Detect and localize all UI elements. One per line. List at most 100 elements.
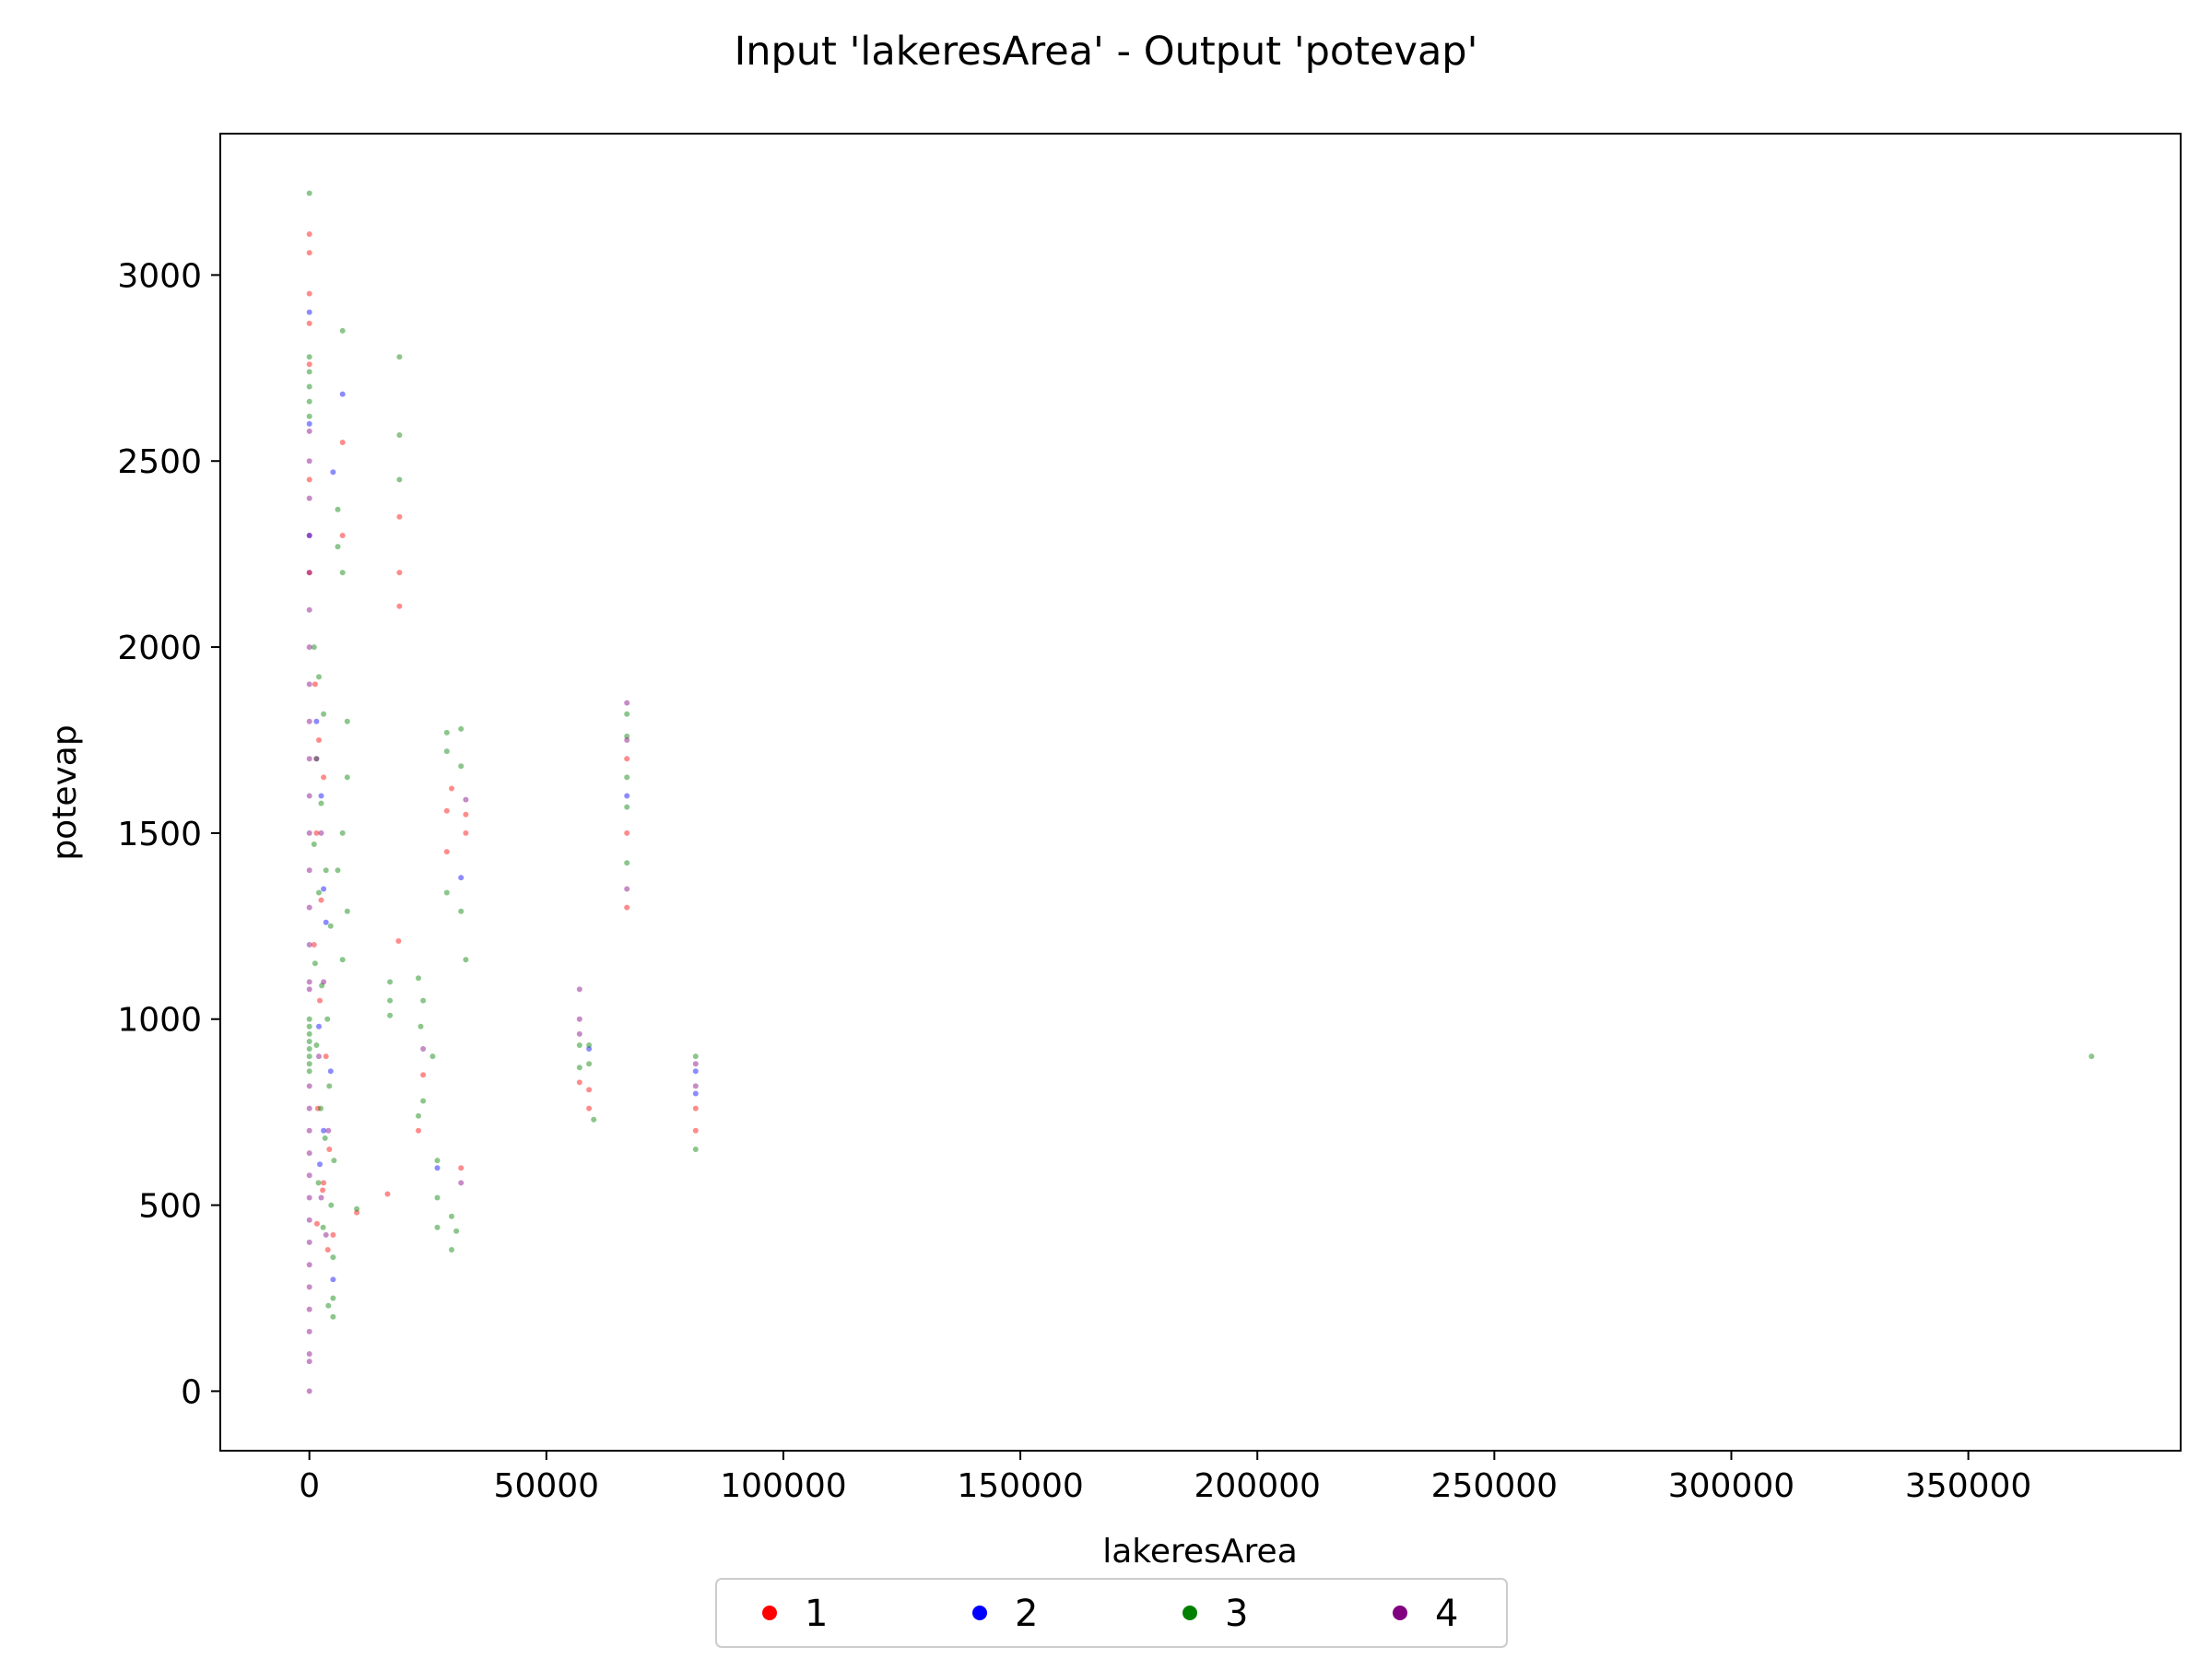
- data-point-series-4: [306, 570, 312, 576]
- data-point-series-3: [306, 1023, 312, 1030]
- data-point-series-1: [420, 1072, 427, 1078]
- data-point-series-3: [306, 1039, 312, 1044]
- data-point-series-3: [316, 889, 322, 896]
- data-point-series-3: [313, 756, 320, 762]
- legend-label-series-1: 1: [805, 1593, 828, 1635]
- data-point-series-3: [306, 383, 312, 390]
- legend-marker-series-4: [1393, 1606, 1407, 1620]
- data-point-series-3: [692, 1053, 699, 1060]
- data-point-series-3: [443, 748, 450, 755]
- data-point-series-1: [443, 849, 450, 855]
- data-point-series-3: [434, 1224, 441, 1230]
- data-point-series-4: [306, 979, 312, 985]
- data-point-series-3: [326, 1083, 333, 1089]
- data-point-series-3: [306, 1068, 312, 1075]
- data-point-series-1: [339, 533, 346, 538]
- data-point-series-2: [434, 1165, 441, 1171]
- data-point-series-1: [416, 1127, 421, 1134]
- data-point-series-3: [387, 979, 394, 985]
- data-point-series-2: [321, 1127, 327, 1134]
- data-point-series-3: [335, 544, 341, 550]
- data-point-series-2: [458, 875, 465, 881]
- data-point-series-1: [316, 737, 322, 743]
- data-point-series-1: [395, 938, 402, 944]
- x-tick-label: 100000: [720, 1467, 846, 1505]
- data-point-series-2: [586, 1046, 593, 1052]
- data-point-series-3: [416, 1112, 421, 1119]
- data-point-series-4: [306, 681, 312, 688]
- data-point-series-3: [463, 957, 469, 963]
- data-point-series-3: [443, 889, 450, 896]
- x-tick-label: 0: [299, 1467, 320, 1505]
- data-point-series-4: [306, 1105, 312, 1112]
- data-point-series-4: [624, 886, 630, 892]
- data-point-series-3: [429, 1053, 436, 1060]
- data-point-series-1: [313, 1220, 320, 1227]
- data-point-series-3: [443, 729, 450, 735]
- data-point-series-4: [318, 830, 324, 836]
- data-point-series-4: [306, 1359, 312, 1365]
- data-point-series-1: [318, 897, 324, 903]
- data-point-series-4: [420, 1046, 427, 1052]
- data-point-series-3: [324, 1016, 331, 1022]
- data-point-series-3: [344, 718, 350, 724]
- data-point-series-1: [313, 830, 320, 836]
- data-point-series-2: [624, 793, 630, 799]
- data-point-series-1: [339, 440, 346, 445]
- legend-label-series-4: 4: [1435, 1593, 1458, 1635]
- data-point-series-2: [306, 533, 312, 538]
- data-point-series-4: [306, 1150, 312, 1157]
- data-point-series-2: [339, 391, 346, 397]
- data-point-series-4: [306, 904, 312, 911]
- x-tick-label: 350000: [1905, 1467, 2031, 1505]
- x-tick-label: 300000: [1668, 1467, 1794, 1505]
- data-point-series-1: [354, 1209, 360, 1216]
- plot-frame: [219, 133, 2182, 1452]
- data-point-series-2: [692, 1090, 699, 1097]
- data-point-series-1: [586, 1105, 593, 1112]
- data-point-series-3: [318, 1105, 324, 1112]
- data-point-series-3: [306, 1030, 312, 1037]
- x-tick-label: 250000: [1431, 1467, 1558, 1505]
- data-point-series-2: [330, 1277, 336, 1283]
- legend-marker-series-2: [972, 1606, 987, 1620]
- data-point-series-3: [318, 800, 324, 806]
- data-point-series-3: [396, 354, 403, 360]
- data-point-series-1: [306, 361, 312, 368]
- data-point-series-4: [306, 1328, 312, 1335]
- data-point-series-4: [306, 495, 312, 501]
- data-point-series-3: [321, 711, 327, 717]
- data-point-series-1: [306, 477, 312, 483]
- y-tick-label: 500: [138, 1188, 202, 1226]
- data-point-series-1: [449, 785, 454, 792]
- data-point-series-3: [339, 570, 346, 576]
- data-point-series-1: [396, 603, 403, 609]
- data-point-series-3: [396, 432, 403, 438]
- data-point-series-4: [313, 756, 320, 762]
- ticks-layer: 0 50000 100000 150000 200000 250000 300000 3500…: [117, 257, 2031, 1505]
- data-point-series-3: [330, 1313, 336, 1320]
- data-point-series-3: [312, 960, 318, 967]
- y-tick-label: 1000: [117, 1002, 202, 1040]
- data-point-series-4: [323, 1231, 329, 1238]
- data-point-series-3: [576, 1065, 582, 1071]
- data-point-series-3: [322, 1135, 328, 1141]
- data-point-series-4: [306, 1217, 312, 1223]
- data-point-series-3: [453, 1228, 460, 1234]
- data-point-series-3: [624, 711, 630, 717]
- y-tick-label: 2500: [117, 443, 202, 481]
- data-point-series-3: [354, 1206, 360, 1212]
- data-point-series-4: [576, 986, 582, 993]
- data-point-series-3: [313, 1042, 320, 1048]
- data-point-series-3: [331, 1158, 337, 1164]
- data-point-series-4: [306, 644, 312, 651]
- x-tick-label: 50000: [494, 1467, 600, 1505]
- data-point-series-3: [387, 997, 394, 1004]
- data-point-series-2: [313, 718, 320, 724]
- data-point-series-3: [420, 997, 427, 1004]
- data-point-series-3: [2088, 1053, 2095, 1060]
- data-point-series-1: [692, 1127, 699, 1134]
- data-point-series-1: [306, 320, 312, 326]
- data-point-series-4: [306, 830, 312, 836]
